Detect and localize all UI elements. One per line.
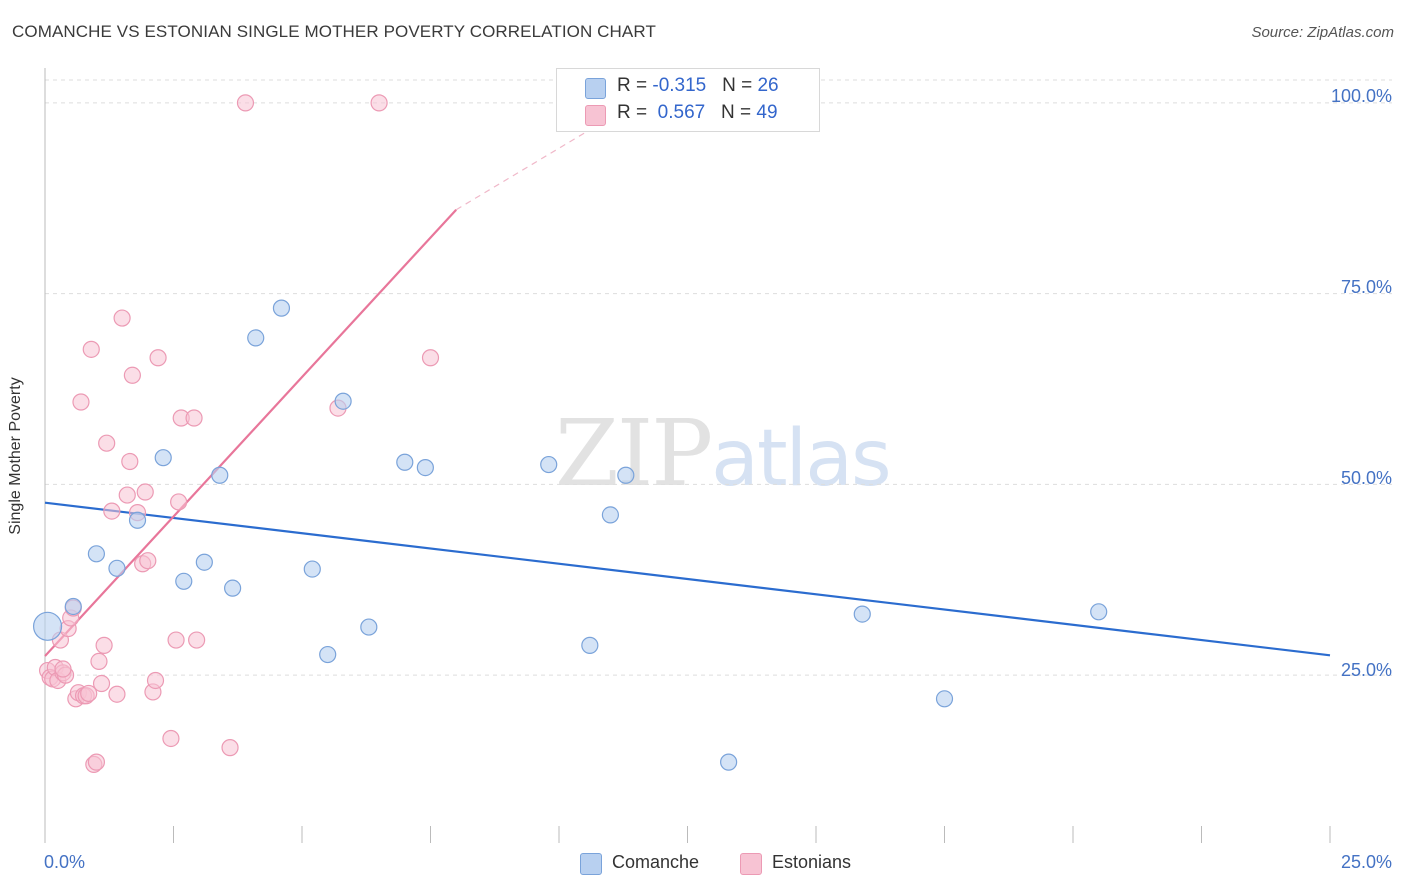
estonians-point bbox=[103, 502, 121, 520]
legend-label-estonians: Estonians bbox=[772, 852, 852, 872]
estonians-point bbox=[87, 753, 106, 771]
n-label: N = bbox=[721, 102, 757, 123]
comanche-point bbox=[720, 753, 738, 771]
n-value: 26 bbox=[757, 75, 779, 96]
comanche-point bbox=[617, 466, 635, 484]
r-value: -0.315 bbox=[652, 75, 707, 96]
estonians-point bbox=[90, 652, 108, 671]
comanche-point bbox=[334, 392, 352, 410]
comanche-point bbox=[128, 511, 147, 529]
comanche-point bbox=[319, 645, 337, 664]
estonians-point bbox=[185, 409, 203, 427]
estonians-point bbox=[82, 340, 100, 358]
chart-title: COMANCHE VS ESTONIAN SINGLE MOTHER POVER… bbox=[12, 22, 656, 41]
comanche-point bbox=[247, 329, 265, 347]
y-tick-label-100: 100.0% bbox=[1330, 86, 1392, 106]
estonians-point bbox=[170, 493, 188, 511]
estonians-point bbox=[162, 729, 180, 748]
comanche-point bbox=[303, 560, 321, 578]
data-points bbox=[32, 94, 1108, 774]
estonians-point bbox=[108, 685, 126, 703]
trend-lines bbox=[44, 98, 1331, 657]
comanche-point bbox=[935, 690, 954, 708]
comanche-point bbox=[1090, 603, 1108, 621]
grid-lines bbox=[45, 79, 1392, 676]
comanche-point bbox=[64, 597, 82, 616]
comanche-point bbox=[32, 611, 63, 641]
axes bbox=[44, 68, 1331, 843]
estonians-point bbox=[72, 393, 90, 411]
estonians-point bbox=[80, 684, 98, 703]
comanche-point bbox=[360, 618, 378, 636]
estonians-point bbox=[54, 660, 72, 678]
comanche-point bbox=[175, 572, 193, 590]
y-axis-label: Single Mother Poverty bbox=[7, 377, 24, 535]
y-tick-label-75: 75.0% bbox=[1340, 277, 1392, 297]
estonians-point bbox=[113, 309, 131, 327]
comanche-trend-line bbox=[44, 501, 1331, 657]
estonians-point bbox=[136, 483, 154, 501]
comanche-point bbox=[853, 605, 871, 623]
comanche-point bbox=[272, 299, 291, 317]
estonians-point bbox=[167, 631, 185, 649]
comanche-point bbox=[195, 553, 213, 571]
estonians-point bbox=[236, 94, 255, 112]
comanche-swatch bbox=[585, 78, 606, 99]
correlation-legend: R = -0.315 N = 26 R = 0.567 N = 49 bbox=[556, 68, 820, 132]
comanche-point bbox=[154, 449, 172, 467]
comanche-point bbox=[396, 453, 414, 471]
comanche-point bbox=[211, 466, 229, 484]
y-tick-label-25: 25.0% bbox=[1340, 660, 1392, 680]
legend-label-comanche: Comanche bbox=[612, 852, 700, 872]
n-value: 49 bbox=[756, 102, 778, 123]
n-label: N = bbox=[722, 75, 758, 96]
estonians-point bbox=[95, 636, 113, 654]
watermark-zip: ZIP bbox=[555, 400, 713, 507]
estonians-point bbox=[421, 349, 440, 367]
estonians-point bbox=[370, 94, 388, 112]
comanche-point bbox=[224, 579, 242, 597]
watermark-atlas: atlas bbox=[711, 414, 891, 504]
estonians-point bbox=[188, 631, 206, 649]
comanche-point bbox=[540, 455, 558, 474]
y-tick-label-50: 50.0% bbox=[1340, 468, 1392, 488]
estonians-swatch bbox=[740, 853, 762, 875]
estonians-point bbox=[118, 486, 136, 504]
comanche-point bbox=[581, 636, 599, 654]
comanche-point bbox=[601, 506, 620, 524]
source-credit: Source: ZipAtlas.com bbox=[1251, 24, 1394, 41]
comanche-point bbox=[416, 459, 434, 477]
comanche-swatch bbox=[580, 853, 602, 875]
estonians-point bbox=[98, 434, 116, 452]
estonians-swatch bbox=[585, 105, 606, 126]
comanche-point bbox=[87, 545, 106, 563]
x-tick-label-max: 25.0% bbox=[1340, 852, 1392, 872]
estonians-point bbox=[139, 552, 157, 570]
r-label: R = bbox=[617, 102, 653, 123]
r-value: 0.567 bbox=[652, 102, 706, 123]
watermark: ZIPatlas bbox=[555, 400, 892, 507]
estonians-point bbox=[146, 671, 165, 690]
r-label: R = bbox=[617, 75, 653, 96]
estonians-point bbox=[149, 349, 167, 367]
estonians-point bbox=[221, 739, 239, 757]
x-tick-label-min: 0.0% bbox=[44, 852, 86, 872]
estonians-point bbox=[92, 674, 111, 693]
comanche-point bbox=[108, 559, 126, 577]
estonians-trend-line bbox=[44, 208, 458, 657]
estonians-point bbox=[123, 366, 141, 384]
estonians-point bbox=[121, 452, 139, 471]
